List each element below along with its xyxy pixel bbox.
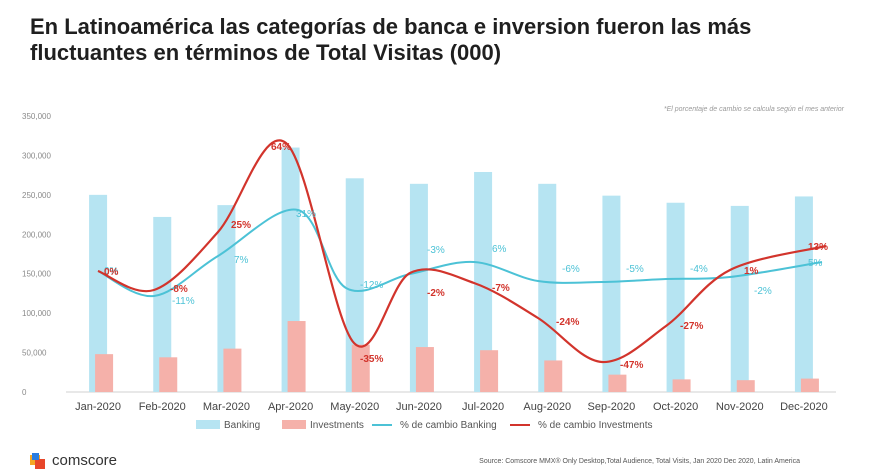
- bar-investments: [287, 321, 306, 392]
- bar-banking: [538, 183, 557, 392]
- data-label-pct-investments: -24%: [556, 317, 579, 328]
- bar-investments: [608, 374, 627, 392]
- data-label-pct-investments: -35%: [360, 354, 383, 365]
- x-tick-label: Feb-2020: [139, 401, 186, 413]
- bar-banking: [409, 183, 428, 392]
- x-tick-label: Apr-2020: [268, 401, 313, 413]
- chart-note: *El porcentaje de cambio se calcula segú…: [663, 106, 844, 113]
- x-tick-label: Dec-2020: [780, 401, 828, 413]
- data-label-pct-banking: 5%: [808, 258, 823, 269]
- x-tick-label: Mar-2020: [203, 401, 250, 413]
- bar-banking: [89, 194, 108, 392]
- bar-investments: [480, 350, 499, 392]
- bar-investments: [159, 357, 178, 392]
- chart-title: En Latinoamérica las categorías de banca…: [30, 14, 752, 65]
- data-label-pct-banking: -11%: [172, 296, 195, 307]
- bar-investments: [95, 354, 114, 392]
- bar-banking: [794, 196, 813, 392]
- data-label-pct-banking: -5%: [626, 264, 644, 275]
- legend-swatch: [196, 420, 220, 429]
- legend-label: % de cambio Investments: [538, 420, 653, 431]
- data-label-pct-investments: 1%: [744, 266, 759, 277]
- x-tick-label: Nov-2020: [716, 401, 764, 413]
- line-pct-investments: [97, 139, 827, 364]
- x-tick-label: Oct-2020: [653, 401, 698, 413]
- comscore-logo-icon: [30, 452, 46, 469]
- bar-investments: [415, 347, 434, 392]
- data-label-pct-banking: -12%: [360, 280, 383, 291]
- data-label-pct-investments: 0%: [104, 267, 119, 278]
- source-note: Source: Comscore MMX® Only Desktop,Total…: [479, 458, 800, 465]
- bar-investments: [672, 379, 691, 392]
- y-tick-label: 100,000: [22, 309, 51, 318]
- data-label-pct-investments: -8%: [170, 284, 188, 295]
- bar-banking: [730, 205, 749, 392]
- x-tick-label: May-2020: [330, 401, 379, 413]
- data-label-pct-investments: -27%: [680, 321, 703, 332]
- y-tick-label: 150,000: [22, 270, 51, 279]
- data-label-pct-investments: 25%: [231, 220, 251, 231]
- bar-banking: [666, 202, 685, 392]
- brand-name: comscore: [52, 452, 118, 469]
- bar-investments: [544, 360, 563, 392]
- data-label-pct-banking: -2%: [754, 286, 772, 297]
- data-label-pct-investments: -7%: [492, 283, 510, 294]
- y-tick-label: 200,000: [22, 230, 51, 239]
- x-tick-label: Aug-2020: [523, 401, 571, 413]
- bar-investments: [736, 380, 755, 392]
- data-label-pct-banking: 31%: [296, 209, 316, 220]
- x-tick-label: Jan-2020: [75, 401, 121, 413]
- data-label-pct-banking: 6%: [492, 244, 507, 255]
- y-tick-label: 350,000: [22, 112, 51, 121]
- combo-chart: 0 50,000 100,000 150,000 200,000 250,000 300,0…: [22, 112, 836, 431]
- y-tick-label: 50,000: [22, 349, 47, 358]
- bar-banking: [217, 205, 236, 392]
- legend-label: Banking: [224, 420, 260, 431]
- comscore-logo: comscore: [30, 452, 117, 469]
- x-tick-label: Sep-2020: [588, 401, 636, 413]
- bar-investments: [351, 344, 370, 392]
- data-label-pct-banking: 0%: [104, 266, 119, 277]
- legend-swatch: [282, 420, 306, 429]
- data-label-pct-banking: -6%: [562, 264, 580, 275]
- bar-banking: [153, 216, 172, 392]
- x-tick-label: Jun-2020: [396, 401, 442, 413]
- bar-banking: [474, 171, 493, 392]
- data-label-pct-investments: -47%: [620, 360, 643, 371]
- bar-banking: [602, 195, 621, 392]
- x-tick-label: Jul-2020: [462, 401, 504, 413]
- y-tick-label: 300,000: [22, 151, 51, 160]
- legend-label: Investments: [310, 420, 364, 431]
- line-pct-banking: [97, 208, 823, 298]
- data-label-pct-banking: 7%: [234, 255, 249, 266]
- bar-investments: [800, 378, 819, 392]
- y-tick-label: 0: [22, 388, 27, 397]
- data-label-pct-banking: -3%: [427, 245, 445, 256]
- y-tick-label: 250,000: [22, 191, 51, 200]
- data-label-pct-investments: -2%: [427, 288, 445, 299]
- data-label-pct-banking: -4%: [690, 264, 708, 275]
- bar-investments: [223, 348, 242, 392]
- legend-label: % de cambio Banking: [400, 420, 497, 431]
- data-label-pct-investments: 64%: [271, 142, 291, 153]
- data-label-pct-investments: 13%: [808, 242, 828, 253]
